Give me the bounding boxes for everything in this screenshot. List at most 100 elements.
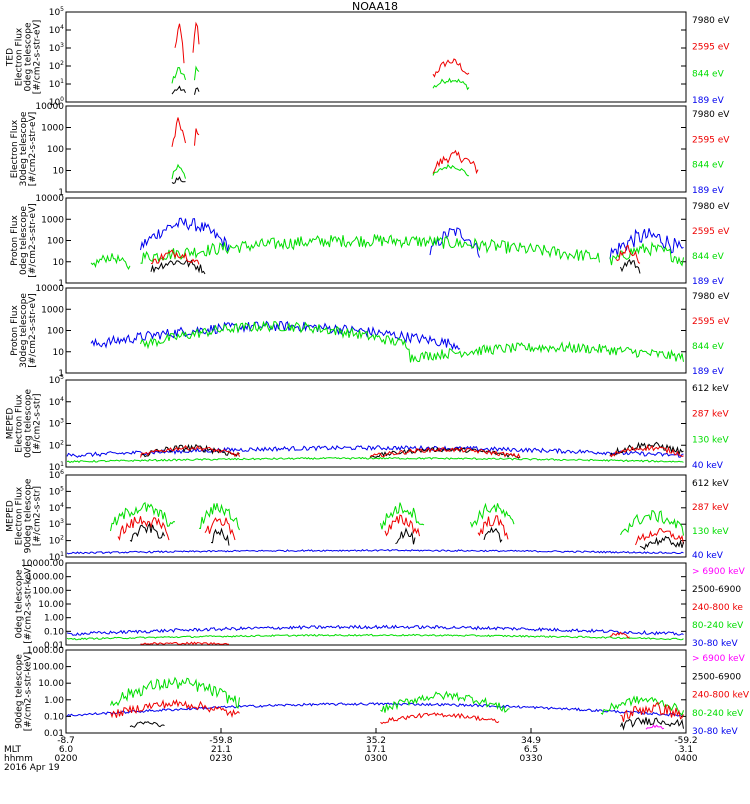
- series-line-2-0: [140, 217, 684, 260]
- series-line-1-0: [171, 117, 479, 175]
- y-tick-label-5-5: 106: [49, 469, 64, 481]
- legend-item-6-3: 80-240 keV: [692, 621, 744, 631]
- chart-title: NOAA18: [351, 0, 399, 13]
- y-axis-label-4-1: Electron Flux: [15, 394, 25, 453]
- legend-item-3-1: 2595 eV: [692, 317, 730, 327]
- y-tick-label-7-1: 0.10: [44, 712, 64, 722]
- series-line-5-1: [110, 501, 684, 536]
- legend-item-0-1: 2595 eV: [692, 43, 730, 53]
- date-label: 2016 Apr 19: [4, 763, 60, 773]
- y-tick-label-7-0: 0.01: [44, 729, 64, 739]
- series-line-7-4: [645, 724, 665, 730]
- y-tick-label-2-2: 100: [47, 237, 64, 247]
- legend-item-4-1: 287 keV: [692, 410, 729, 420]
- series-line-0-0: [174, 21, 470, 78]
- x-tick-label-2-4: 0400: [675, 754, 698, 764]
- y-tick-label-3-2: 100: [47, 327, 64, 337]
- legend-item-7-0: > 6900 keV: [692, 654, 746, 664]
- y-tick-label-0-1: 101: [49, 78, 64, 90]
- y-tick-label-6-1: 0.10: [44, 627, 64, 637]
- series-line-7-0: [66, 702, 684, 717]
- y-axis-label-0-1: Electron Flux: [15, 27, 25, 86]
- x-row-name-1: MLT: [4, 745, 22, 755]
- series-line-2-2: [150, 258, 641, 275]
- series-line-7-2: [110, 698, 684, 725]
- y-axis-label-5-1: Electron Flux: [15, 486, 25, 545]
- y-axis-label-5-0: MEPED: [6, 500, 16, 532]
- panel-frame-1: [65, 105, 687, 193]
- y-axis-label-6-0: 0deg telescope: [15, 569, 25, 639]
- series-line-4-3: [66, 456, 684, 464]
- legend-item-3-3: 189 eV: [692, 367, 725, 377]
- y-axis-label-5-3: [#/cm2-s-str]: [33, 486, 43, 546]
- y-tick-label-1-3: 1000: [41, 124, 64, 134]
- y-tick-label-1-2: 100: [47, 145, 64, 155]
- y-axis-label-1-1: 30deg telescope: [19, 111, 29, 186]
- legend-item-2-3: 189 eV: [692, 277, 725, 287]
- series-line-7-1: [110, 676, 684, 716]
- x-tick-label-2-2: 0300: [365, 754, 388, 764]
- y-axis-label-0-3: [#/cm2-s-str-eV]: [33, 20, 43, 95]
- legend-item-3-0: 7980 eV: [692, 292, 730, 302]
- legend-item-5-1: 287 keV: [692, 503, 729, 513]
- y-tick-label-0-4: 104: [49, 24, 64, 36]
- y-axis-label-3-1: 30deg telescope: [19, 293, 29, 368]
- y-tick-label-2-0: 1: [58, 279, 64, 289]
- series-line-0-2: [171, 85, 200, 95]
- x-tick-label-1-1: 21.1: [211, 745, 231, 755]
- x-tick-label-0-1: -59.8: [209, 736, 233, 746]
- y-tick-label-4-4: 105: [49, 374, 64, 386]
- series-line-3-0: [90, 320, 461, 351]
- y-tick-label-7-3: 10.00: [38, 679, 64, 689]
- panel-frame-6: [65, 562, 687, 646]
- y-tick-label-0-2: 102: [49, 60, 64, 72]
- y-tick-label-1-0: 1: [58, 188, 64, 198]
- y-axis-label-7-1: [#/cm2-s-str-keV]: [24, 652, 34, 731]
- series-line-5-0: [66, 549, 684, 555]
- y-axis-label-2-2: [#/cm2-s-str-eV]: [28, 203, 38, 278]
- legend-item-7-3: 80-240 keV: [692, 709, 744, 719]
- y-tick-label-0-5: 105: [49, 6, 64, 18]
- x-tick-label-1-2: 17.1: [366, 745, 386, 755]
- legend-item-5-2: 130 keV: [692, 527, 729, 537]
- y-axis-label-3-0: Proton Flux: [10, 305, 20, 356]
- y-tick-label-5-0: 101: [49, 551, 64, 563]
- y-tick-label-7-4: 100.00: [33, 663, 65, 673]
- legend-item-4-2: 130 keV: [692, 435, 729, 445]
- y-tick-label-4-1: 102: [49, 439, 64, 451]
- x-tick-label-0-2: 35.2: [366, 736, 386, 746]
- y-tick-label-5-1: 102: [49, 535, 64, 547]
- series-line-2-1: [90, 233, 684, 270]
- series-line-1-2: [171, 175, 186, 184]
- y-tick-label-0-3: 103: [49, 42, 64, 54]
- legend-item-6-4: 30-80 keV: [692, 639, 738, 649]
- legend-item-1-2: 844 eV: [692, 161, 725, 171]
- series-line-3-1: [140, 320, 684, 363]
- y-tick-label-4-2: 103: [49, 418, 64, 430]
- y-tick-label-1-4: 10000: [35, 102, 64, 112]
- y-tick-label-4-0: 101: [49, 461, 64, 473]
- legend-item-2-0: 7980 eV: [692, 202, 730, 212]
- y-axis-label-2-1: 0deg telescope: [19, 206, 29, 276]
- legend-item-4-0: 612 keV: [692, 384, 729, 394]
- y-axis-label-1-2: [#/cm2-s-str-eV]: [28, 112, 38, 187]
- legend-item-0-3: 189 eV: [692, 96, 725, 106]
- x-tick-label-1-3: 6.5: [524, 745, 538, 755]
- y-axis-label-1-0: Electron Flux: [10, 119, 20, 178]
- legend-item-2-2: 844 eV: [692, 252, 725, 262]
- series-line-5-2: [117, 514, 684, 546]
- y-tick-label-2-3: 1000: [41, 215, 64, 225]
- series-line-7-3: [129, 717, 684, 731]
- legend-item-3-2: 844 eV: [692, 342, 725, 352]
- y-axis-label-0-2: 0deg telescope: [24, 22, 34, 92]
- y-tick-label-3-0: 1: [58, 369, 64, 379]
- y-tick-label-3-3: 1000: [41, 305, 64, 315]
- series-line-4-2: [140, 444, 684, 459]
- legend-item-2-1: 2595 eV: [692, 227, 730, 237]
- x-tick-label-1-4: 3.1: [679, 745, 693, 755]
- legend-item-1-0: 7980 eV: [692, 110, 730, 120]
- x-tick-label-1-0: 6.0: [59, 745, 74, 755]
- panel-frame-7: [65, 649, 687, 734]
- series-line-6-1: [66, 633, 684, 641]
- legend-item-6-0: > 6900 keV: [692, 567, 746, 577]
